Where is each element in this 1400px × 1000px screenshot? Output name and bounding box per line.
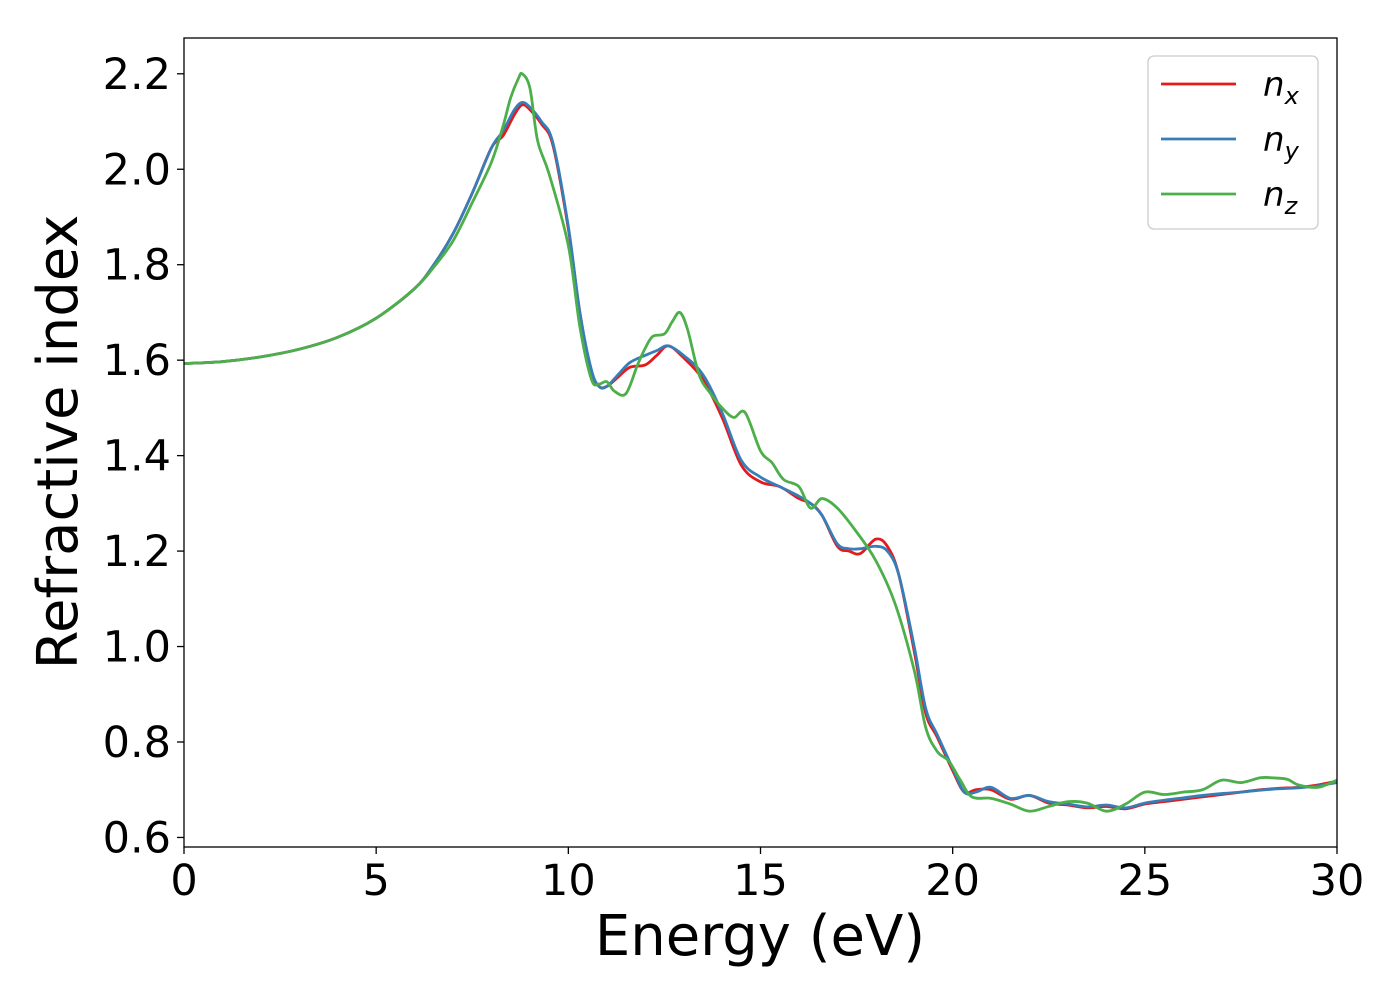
x-tick-label: 10 (541, 856, 596, 906)
y-tick-label: 1.0 (103, 623, 171, 673)
x-tick-label: 5 (362, 856, 389, 906)
x-tick-label: 0 (170, 856, 197, 906)
y-tick-label: 1.4 (103, 432, 171, 482)
y-tick-label: 2.0 (103, 145, 171, 195)
y-tick-label: 2.2 (103, 50, 171, 100)
legend-label-n-z: nz (1263, 175, 1299, 220)
y-tick-label: 1.6 (103, 336, 171, 386)
x-axis-title: Energy (eV) (595, 904, 925, 969)
x-tick-label: 25 (1117, 856, 1172, 906)
legend-label-n-x: nx (1263, 65, 1300, 110)
y-tick-label: 0.6 (103, 813, 171, 863)
y-tick-label: 1.8 (103, 241, 171, 291)
y-axis-title: Refractive index (26, 215, 91, 670)
x-tick-label: 20 (925, 856, 980, 906)
y-axis: 0.6 0.8 1.0 1.2 1.4 1.6 1.8 2.0 2.2 (103, 50, 184, 863)
legend-label-n-y: ny (1263, 120, 1300, 165)
y-tick-label: 0.8 (103, 718, 171, 768)
y-tick-label: 1.2 (103, 527, 171, 577)
x-tick-label: 15 (733, 856, 788, 906)
legend-box (1147, 55, 1319, 230)
x-axis: 0 5 10 15 20 25 30 (170, 847, 1364, 906)
legend: nx ny nz (1147, 55, 1319, 230)
series-line-n-z (184, 71, 1337, 813)
series-layer (184, 71, 1337, 813)
x-tick-label: 30 (1310, 856, 1365, 906)
